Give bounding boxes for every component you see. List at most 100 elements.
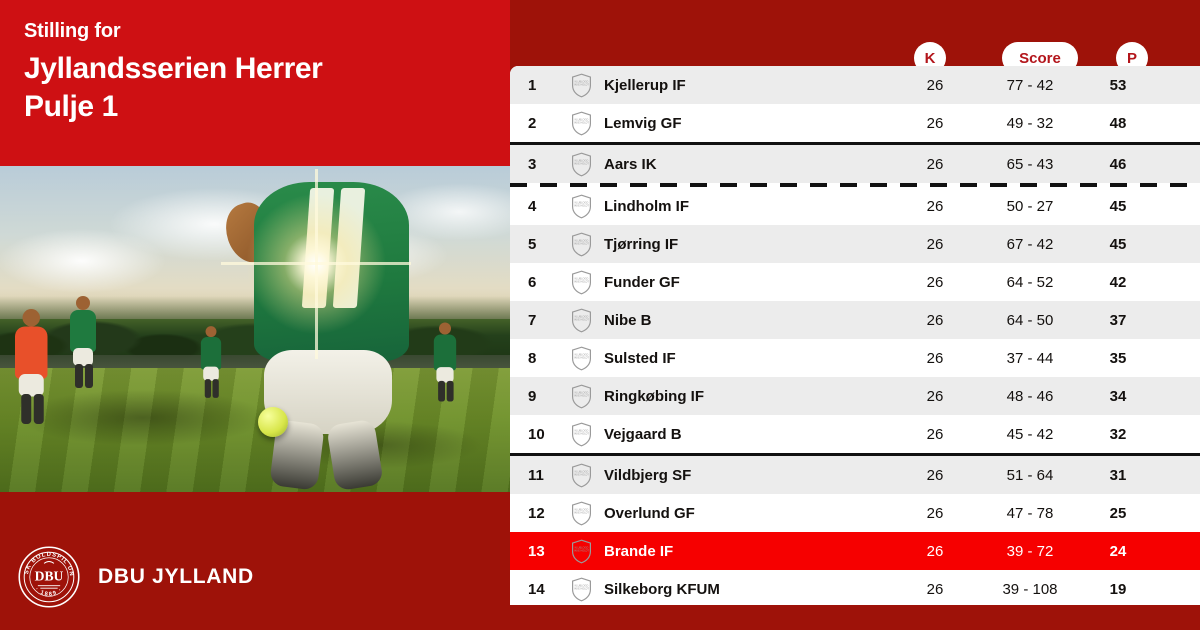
brand-lockup: DANSK BOLDSPIL UNION · 1889 · DBU DBU JY… <box>18 546 254 608</box>
row-points: 46 <box>1109 155 1127 173</box>
table-row[interactable]: 5 KLUBLOGO IKKE HOLDT Tjørring IF 26 67 … <box>510 225 1200 263</box>
table-row[interactable]: 9 KLUBLOGO IKKE HOLDT Ringkøbing IF 26 4… <box>510 377 1200 415</box>
row-team-name: Nibe B <box>604 311 652 329</box>
table-row[interactable]: 2 KLUBLOGO IKKE HOLDT Lemvig GF 26 49 - … <box>510 104 1200 142</box>
row-matches: 26 <box>926 155 944 173</box>
row-matches: 26 <box>926 273 944 291</box>
table-row[interactable]: 14 KLUBLOGO IKKE HOLDT Silkeborg KFUM 26… <box>510 570 1200 605</box>
row-rank: 7 <box>528 311 537 329</box>
row-rank: 9 <box>528 387 537 405</box>
table-row[interactable]: 8 KLUBLOGO IKKE HOLDT Sulsted IF 26 37 -… <box>510 339 1200 377</box>
row-points: 24 <box>1109 542 1127 560</box>
row-team-name: Lindholm IF <box>604 197 689 215</box>
photo-player-background-green-2 <box>198 326 225 398</box>
table-row[interactable]: 1 KLUBLOGO IKKE HOLDT Kjellerup IF 26 77… <box>510 66 1200 104</box>
row-score: 49 - 32 <box>1006 114 1054 132</box>
row-rank: 6 <box>528 273 537 291</box>
svg-text:DBU: DBU <box>35 569 64 584</box>
table-row[interactable]: 3 KLUBLOGO IKKE HOLDT Aars IK 26 65 - 43… <box>510 145 1200 183</box>
club-logo-icon: KLUBLOGO IKKE HOLDT <box>558 270 604 295</box>
row-rank: 8 <box>528 349 537 367</box>
row-team-name: Ringkøbing IF <box>604 387 704 405</box>
row-team-name: Overlund GF <box>604 504 695 522</box>
row-points: 42 <box>1109 273 1127 291</box>
row-score: 67 - 42 <box>1006 235 1054 253</box>
row-team-name: Funder GF <box>604 273 680 291</box>
club-logo-icon: KLUBLOGO IKKE HOLDT <box>558 232 604 257</box>
row-matches: 26 <box>926 76 944 94</box>
row-score: 51 - 64 <box>1006 466 1054 484</box>
row-points: 37 <box>1109 311 1127 329</box>
svg-text:IKKE HOLDT: IKKE HOLDT <box>574 356 589 359</box>
row-rank: 14 <box>528 580 545 598</box>
photo-player-background-orange <box>10 309 53 425</box>
row-score: 64 - 50 <box>1006 311 1054 329</box>
photo-football <box>257 407 288 438</box>
club-logo-icon: KLUBLOGO IKKE HOLDT <box>558 194 604 219</box>
row-matches: 26 <box>926 466 944 484</box>
table-row[interactable]: 6 KLUBLOGO IKKE HOLDT Funder GF 26 64 - … <box>510 263 1200 301</box>
row-team-name: Tjørring IF <box>604 235 679 253</box>
header-kicker: Stilling for <box>24 20 121 42</box>
row-score: 47 - 78 <box>1006 504 1054 522</box>
table-row[interactable]: 11 KLUBLOGO IKKE HOLDT Vildbjerg SF 26 5… <box>510 456 1200 494</box>
row-matches: 26 <box>926 504 944 522</box>
table-row[interactable]: 7 KLUBLOGO IKKE HOLDT Nibe B 26 64 - 50 … <box>510 301 1200 339</box>
svg-text:IKKE HOLDT: IKKE HOLDT <box>574 280 589 283</box>
svg-text:IKKE HOLDT: IKKE HOLDT <box>574 162 589 165</box>
page-title-line-2: Pulje 1 <box>24 90 118 124</box>
row-score: 50 - 27 <box>1006 197 1054 215</box>
row-score: 39 - 108 <box>1002 580 1058 598</box>
row-points: 31 <box>1109 466 1127 484</box>
svg-text:KLUBLOGO: KLUBLOGO <box>574 546 588 549</box>
svg-text:KLUBLOGO: KLUBLOGO <box>574 159 588 162</box>
table-row[interactable]: 12 KLUBLOGO IKKE HOLDT Overlund GF 26 47… <box>510 494 1200 532</box>
photo-player-background-green-1 <box>66 296 100 389</box>
svg-text:KLUBLOGO: KLUBLOGO <box>574 391 588 394</box>
standings-table: 1 KLUBLOGO IKKE HOLDT Kjellerup IF 26 77… <box>510 66 1200 605</box>
svg-text:KLUBLOGO: KLUBLOGO <box>574 118 588 121</box>
svg-text:IKKE HOLDT: IKKE HOLDT <box>574 432 589 435</box>
left-panel: Stilling for Jyllandsserien Herrer Pulje… <box>0 0 510 630</box>
club-logo-icon: KLUBLOGO IKKE HOLDT <box>558 501 604 526</box>
row-score: 77 - 42 <box>1006 76 1054 94</box>
table-row[interactable]: 4 KLUBLOGO IKKE HOLDT Lindholm IF 26 50 … <box>510 187 1200 225</box>
row-rank: 13 <box>528 542 545 560</box>
row-score: 39 - 72 <box>1006 542 1054 560</box>
svg-text:KLUBLOGO: KLUBLOGO <box>574 508 588 511</box>
row-separator-dashed <box>510 183 1200 187</box>
row-matches: 26 <box>926 425 944 443</box>
row-rank: 12 <box>528 504 545 522</box>
row-matches: 26 <box>926 387 944 405</box>
svg-text:IKKE HOLDT: IKKE HOLDT <box>574 587 589 590</box>
row-team-name: Silkeborg KFUM <box>604 580 720 598</box>
club-logo-icon: KLUBLOGO IKKE HOLDT <box>558 73 604 98</box>
svg-text:· 1889 ·: · 1889 · <box>34 587 65 598</box>
row-team-name: Lemvig GF <box>604 114 682 132</box>
club-logo-icon: KLUBLOGO IKKE HOLDT <box>558 308 604 333</box>
club-logo-icon: KLUBLOGO IKKE HOLDT <box>558 346 604 371</box>
page-title-line-1: Jyllandsserien Herrer <box>24 52 323 85</box>
row-matches: 26 <box>926 542 944 560</box>
table-row[interactable]: 10 KLUBLOGO IKKE HOLDT Vejgaard B 26 45 … <box>510 415 1200 453</box>
row-separator-solid <box>510 453 1200 456</box>
club-logo-icon: KLUBLOGO IKKE HOLDT <box>558 539 604 564</box>
row-separator-solid <box>510 142 1200 145</box>
row-rank: 3 <box>528 155 537 173</box>
svg-text:KLUBLOGO: KLUBLOGO <box>574 315 588 318</box>
table-row[interactable]: 13 KLUBLOGO IKKE HOLDT Brande IF 26 39 -… <box>510 532 1200 570</box>
svg-text:KLUBLOGO: KLUBLOGO <box>574 584 588 587</box>
row-team-name: Kjellerup IF <box>604 76 686 94</box>
row-matches: 26 <box>926 235 944 253</box>
club-logo-icon: KLUBLOGO IKKE HOLDT <box>558 384 604 409</box>
header-text-block: Stilling for Jyllandsserien Herrer Pulje… <box>24 20 494 126</box>
row-matches: 26 <box>926 197 944 215</box>
row-score: 64 - 52 <box>1006 273 1054 291</box>
photo-player-background-green-3 <box>431 322 460 402</box>
row-team-name: Vejgaard B <box>604 425 682 443</box>
svg-text:KLUBLOGO: KLUBLOGO <box>574 201 588 204</box>
row-score: 65 - 43 <box>1006 155 1054 173</box>
row-matches: 26 <box>926 349 944 367</box>
svg-text:IKKE HOLDT: IKKE HOLDT <box>574 204 589 207</box>
